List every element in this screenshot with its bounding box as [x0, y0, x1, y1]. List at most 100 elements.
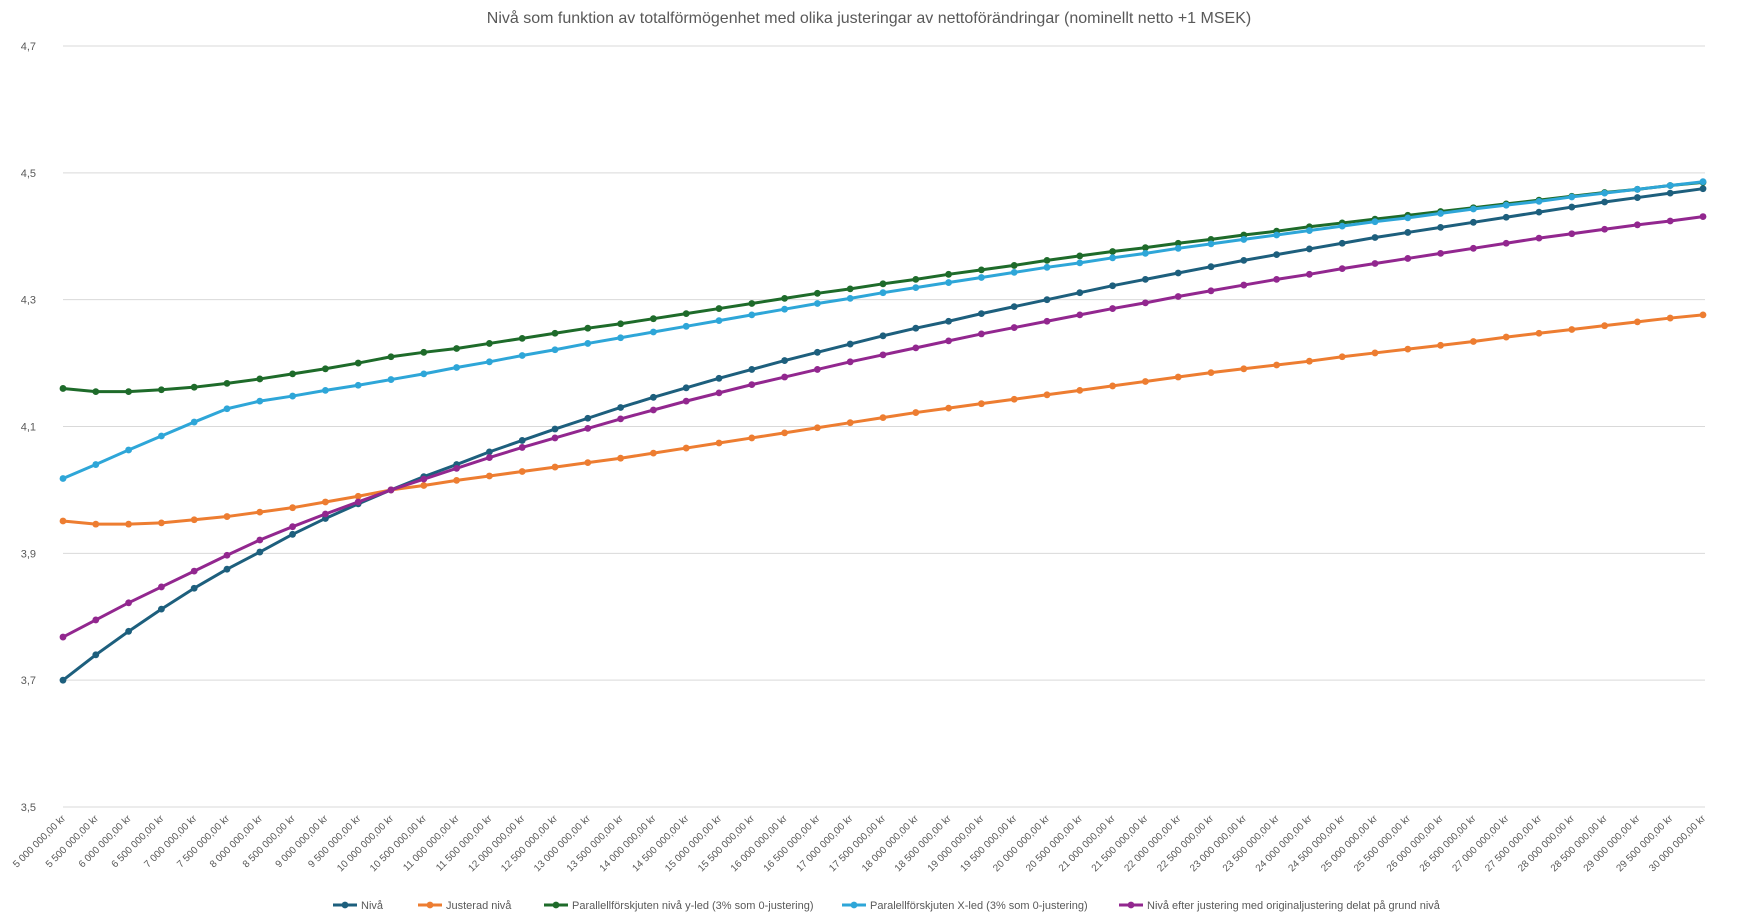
data-point: [1568, 230, 1576, 238]
y-tick-label: 4,3: [21, 295, 36, 307]
x-tick-label: 15 500 000,00 kr: [696, 813, 757, 874]
data-point: [1306, 245, 1313, 253]
data-point: [518, 444, 526, 451]
data-point: [1109, 305, 1116, 312]
data-point: [1699, 185, 1707, 193]
data-point: [59, 633, 67, 641]
x-tick-label: 25 500 000,00 kr: [1352, 813, 1413, 874]
legend-item: Nivå: [333, 900, 384, 912]
data-point: [814, 424, 821, 432]
data-point: [682, 310, 690, 318]
x-tick-label: 18 500 000,00 kr: [893, 813, 954, 874]
data-point: [322, 365, 329, 373]
data-point: [453, 477, 460, 484]
data-point: [584, 425, 592, 432]
data-point: [650, 315, 657, 323]
legend-marker: [552, 901, 560, 909]
x-tick-label: 19 000 000,00 kr: [926, 813, 987, 874]
data-point: [289, 504, 296, 512]
data-point: [846, 285, 854, 293]
data-point: [1601, 225, 1608, 233]
data-point: [256, 548, 264, 556]
data-point: [715, 389, 723, 397]
data-point: [978, 266, 985, 274]
data-point: [650, 393, 657, 401]
data-point: [486, 454, 493, 461]
legend: Nivå Justerad nivå Parallellförskjuten niv…: [333, 900, 1441, 912]
data-point: [715, 439, 723, 447]
data-point: [1076, 386, 1084, 394]
data-point: [158, 519, 165, 527]
data-point: [223, 513, 231, 520]
data-point: [1273, 361, 1280, 369]
data-point: [1437, 223, 1444, 231]
data-point: [420, 482, 428, 489]
data-point: [1207, 287, 1215, 295]
x-tick-label: 20 500 000,00 kr: [1024, 813, 1085, 874]
data-point: [518, 437, 526, 444]
y-tick-label: 4,7: [21, 41, 36, 53]
data-point: [1338, 222, 1346, 230]
data-point: [1470, 205, 1477, 213]
data-point: [289, 523, 296, 531]
data-point: [1535, 329, 1543, 337]
data-point: [1371, 349, 1379, 357]
data-point: [1240, 256, 1248, 264]
data-point: [846, 294, 854, 302]
data-point: [945, 404, 952, 412]
data-point: [879, 280, 887, 288]
legend-item: Nivå efter justering med originaljusteri…: [1119, 900, 1441, 912]
x-tick-label: 28 000 000,00 kr: [1516, 813, 1577, 874]
data-point: [650, 449, 657, 457]
data-point: [650, 406, 657, 414]
x-tick-label: 22 500 000,00 kr: [1155, 813, 1216, 874]
data-point: [1010, 268, 1018, 276]
data-point: [256, 536, 264, 544]
data-point: [1338, 353, 1346, 361]
x-tick-label: 18 000 000,00 kr: [860, 813, 921, 874]
data-point: [1273, 275, 1280, 283]
data-point: [1273, 251, 1280, 259]
data-point: [518, 352, 526, 359]
data-point: [912, 284, 920, 292]
data-point: [1174, 239, 1182, 247]
data-point: [1306, 270, 1313, 278]
data-point: [1338, 239, 1346, 247]
chart-title: Nivå som funktion av totalförmögenhet me…: [486, 10, 1252, 27]
data-point: [387, 486, 395, 494]
data-point: [551, 425, 559, 433]
data-point: [715, 317, 723, 324]
data-point: [1043, 317, 1051, 325]
data-point: [1634, 221, 1641, 229]
data-point: [617, 404, 624, 411]
legend-item: Justerad nivå: [418, 900, 512, 912]
legend-marker: [341, 901, 349, 909]
data-point: [1404, 255, 1412, 262]
data-point: [1076, 252, 1084, 260]
data-point: [1666, 217, 1674, 225]
data-point: [322, 510, 329, 518]
data-point: [978, 330, 985, 338]
data-point: [92, 616, 100, 624]
data-point: [617, 454, 624, 462]
data-point: [59, 676, 67, 684]
data-point: [1207, 369, 1215, 376]
data-point: [1371, 218, 1379, 226]
gridlines: [63, 45, 1705, 808]
data-point: [453, 364, 460, 371]
data-point: [1207, 263, 1215, 271]
data-point: [1371, 234, 1379, 241]
data-point: [190, 418, 198, 426]
data-point: [59, 385, 67, 392]
data-point: [682, 444, 690, 452]
x-tick-label: 11 500 000,00 kr: [434, 813, 495, 874]
x-tick-label: 26 500 000,00 kr: [1418, 813, 1479, 874]
x-tick-label: 23 500 000,00 kr: [1221, 813, 1282, 874]
data-point: [879, 414, 887, 422]
data-point: [551, 463, 559, 471]
x-tick-label: 13 500 000,00 kr: [565, 813, 626, 874]
data-point: [125, 446, 132, 454]
data-point: [978, 400, 985, 408]
data-point: [453, 464, 460, 472]
data-point: [1666, 189, 1674, 197]
